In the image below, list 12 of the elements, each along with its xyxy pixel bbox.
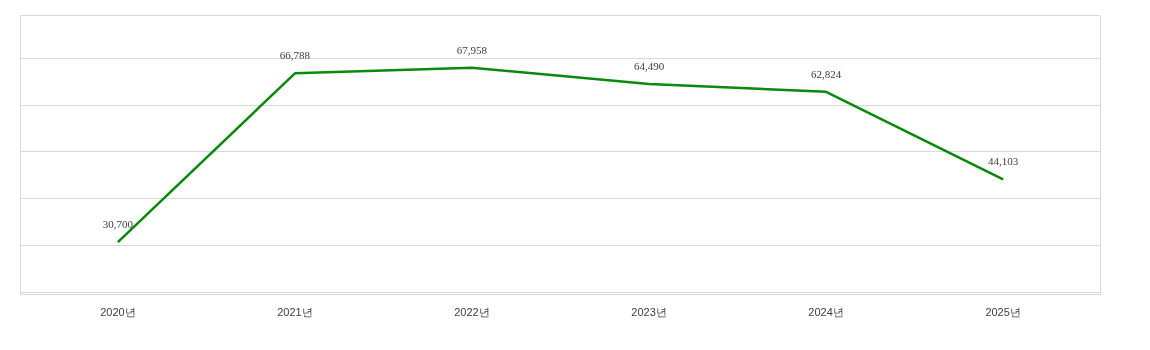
- data-label: 62,824: [810, 67, 842, 80]
- x-tick-label: 2023년: [631, 305, 667, 318]
- x-tick-label: 2022년: [454, 305, 490, 318]
- x-tick-label: 2020년: [100, 305, 136, 318]
- data-label: 44,103: [988, 155, 1019, 168]
- data-label: 66,788: [279, 49, 311, 62]
- x-tick-label: 2024년: [808, 305, 844, 318]
- data-label: 30,700: [102, 218, 134, 231]
- data-label: 64,490: [633, 60, 665, 73]
- data-label: 67,958: [456, 43, 488, 56]
- x-tick-label: 2021년: [277, 305, 313, 318]
- x-tick-label: 2025년: [985, 305, 1021, 318]
